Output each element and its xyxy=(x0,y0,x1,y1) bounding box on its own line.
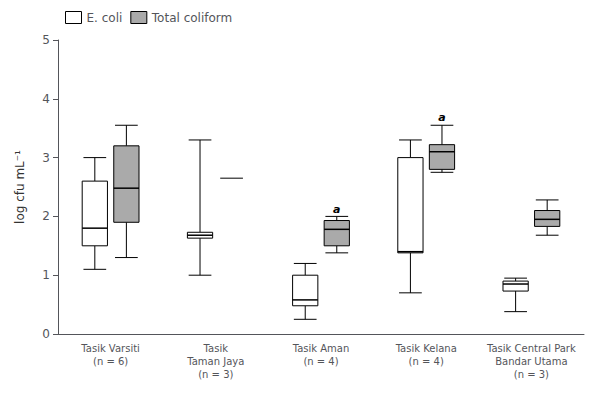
svg-text:2: 2 xyxy=(42,209,50,223)
svg-text:5: 5 xyxy=(42,33,50,47)
svg-text:Tasik Varsiti: Tasik Varsiti xyxy=(80,343,140,354)
svg-text:a: a xyxy=(333,203,340,216)
svg-text:E. coli: E. coli xyxy=(87,11,123,25)
svg-text:Tasik: Tasik xyxy=(203,343,229,354)
svg-text:3: 3 xyxy=(42,151,50,165)
svg-text:(n = 4): (n = 4) xyxy=(409,356,444,367)
svg-text:Bandar Utama: Bandar Utama xyxy=(495,356,567,367)
svg-text:0: 0 xyxy=(42,327,50,341)
svg-text:1: 1 xyxy=(42,268,50,282)
svg-text:(n = 6): (n = 6) xyxy=(93,356,128,367)
svg-text:(n = 4): (n = 4) xyxy=(303,356,338,367)
svg-text:(n = 3): (n = 3) xyxy=(198,369,233,380)
svg-text:Tasik Central Park: Tasik Central Park xyxy=(486,343,576,354)
svg-text:Tasik Aman: Tasik Aman xyxy=(292,343,350,354)
svg-text:(n = 3): (n = 3) xyxy=(514,369,549,380)
svg-text:a: a xyxy=(438,111,445,124)
svg-text:Taman Jaya: Taman Jaya xyxy=(186,356,244,367)
svg-text:4: 4 xyxy=(42,92,50,106)
svg-text:Total coliform: Total coliform xyxy=(151,11,232,25)
svg-text:log cfu mL⁻¹: log cfu mL⁻¹ xyxy=(13,150,27,224)
svg-text:Tasik Kelana: Tasik Kelana xyxy=(395,343,457,354)
